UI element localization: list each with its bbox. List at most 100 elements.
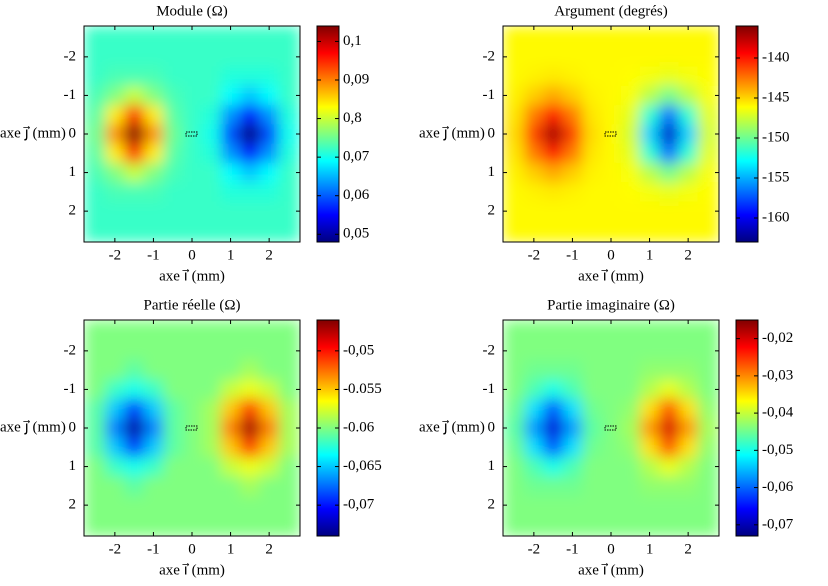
heat-cell <box>562 220 583 242</box>
heat-cell <box>678 476 699 496</box>
heat-cell <box>143 85 164 106</box>
heat-cell <box>278 341 300 361</box>
heat-cell <box>240 399 260 419</box>
heat-cell <box>639 201 660 222</box>
heat-cell <box>143 360 164 381</box>
subplot-title: Partie imaginaire (Ω) <box>547 297 675 313</box>
heat-cell <box>639 320 660 342</box>
heat-cell <box>697 379 719 400</box>
heat-cell <box>582 26 602 48</box>
y-axis-label: axe j⃗ (mm) <box>419 125 485 141</box>
heat-cell <box>182 162 203 183</box>
heat-cell <box>143 341 164 361</box>
heat-cell <box>240 341 260 361</box>
heat-cell <box>143 220 164 242</box>
heat-cell <box>582 379 602 400</box>
heat-cell <box>543 399 564 419</box>
heat-cell <box>220 476 241 496</box>
heat-cell <box>503 124 525 145</box>
heat-cell <box>659 124 679 145</box>
colorbar-tick-label: -0,05 <box>762 442 793 458</box>
heat-cell <box>163 360 183 381</box>
heat-cell <box>582 201 602 222</box>
heat-cell <box>259 162 280 183</box>
heat-cell <box>182 220 203 242</box>
heat-cell <box>543 341 564 361</box>
heat-cell <box>620 162 641 183</box>
subplot: Argument (degrés) -2 -1 0 1 2 -2 -1 0 1 2 axe i⃗ (m… <box>419 3 790 284</box>
heat-cell <box>182 201 203 222</box>
heat-cell <box>124 85 145 106</box>
heat-cell <box>697 47 719 67</box>
subplot-title: Module (Ω) <box>156 3 228 19</box>
heat-cell <box>220 124 241 145</box>
heat-cell <box>163 418 183 439</box>
heat-cell <box>105 514 125 536</box>
heat-cell <box>697 124 719 145</box>
heat-cell <box>562 495 583 516</box>
heat-cell <box>543 26 564 48</box>
heat-cell <box>143 399 164 419</box>
heat-cell <box>639 143 660 164</box>
heat-cell <box>182 47 203 67</box>
heat-cell <box>503 85 525 106</box>
heat-cell <box>620 201 641 222</box>
heat-cell <box>620 514 641 536</box>
x-axis-label: axe i⃗ (mm) <box>159 562 225 578</box>
heat-cell <box>601 162 622 183</box>
heat-cell <box>543 220 564 242</box>
heat-cell <box>163 379 183 400</box>
heat-cell <box>84 26 106 48</box>
heat-cell <box>259 26 280 48</box>
heat-cell <box>659 182 679 202</box>
heat-cell <box>659 456 679 477</box>
heat-cell <box>620 476 641 496</box>
colorbar <box>316 25 340 243</box>
subplot: Partie imaginaire (Ω) -2 -1 0 1 2 -2 -1 0 1 2 axe i… <box>419 297 794 578</box>
heat-cell <box>201 26 222 48</box>
x-tick-label: 1 <box>227 247 235 263</box>
heat-cell <box>201 47 222 67</box>
heat-cell <box>562 47 583 67</box>
heat-cell <box>524 201 544 222</box>
heat-cell <box>182 399 203 419</box>
heat-cell <box>163 47 183 67</box>
heat-cell <box>105 143 125 164</box>
heat-cell <box>105 341 125 361</box>
heat-cell <box>582 514 602 536</box>
heat-cell <box>543 105 564 125</box>
heat-cell <box>124 201 145 222</box>
heat-cell <box>620 341 641 361</box>
subplot: Partie réelle (Ω) -2 -1 0 1 2 -2 -1 0 1 2 axe i⃗ (m… <box>0 297 382 578</box>
heat-cell <box>259 341 280 361</box>
heat-cell <box>524 341 544 361</box>
heat-cell <box>620 320 641 342</box>
y-tick-label: 2 <box>69 203 77 219</box>
heat-cell <box>524 162 544 183</box>
heat-cell <box>259 124 280 145</box>
heat-cell <box>620 456 641 477</box>
heat-cell <box>524 476 544 496</box>
probe-outline <box>185 425 198 431</box>
x-tick-label: -1 <box>566 541 579 557</box>
heat-cell <box>84 360 106 381</box>
heat-cell <box>182 26 203 48</box>
heat-cell <box>639 182 660 202</box>
heat-cell <box>278 85 300 106</box>
heat-cell <box>84 320 106 342</box>
heat-cell <box>524 85 544 106</box>
heat-cell <box>143 456 164 477</box>
heat-cell <box>163 105 183 125</box>
heat-cell <box>620 220 641 242</box>
heatmap-cells <box>503 320 719 536</box>
heat-cell <box>639 162 660 183</box>
heat-cell <box>278 47 300 67</box>
heat-cell <box>524 66 544 87</box>
y-tick-label: 0 <box>488 419 496 435</box>
heat-cell <box>278 105 300 125</box>
x-tick-label: 1 <box>646 541 654 557</box>
heat-cell <box>124 143 145 164</box>
heat-cell <box>659 26 679 48</box>
colorbar-tick-label: -145 <box>762 89 790 105</box>
colorbar-tick-label: -0,05 <box>343 342 374 358</box>
